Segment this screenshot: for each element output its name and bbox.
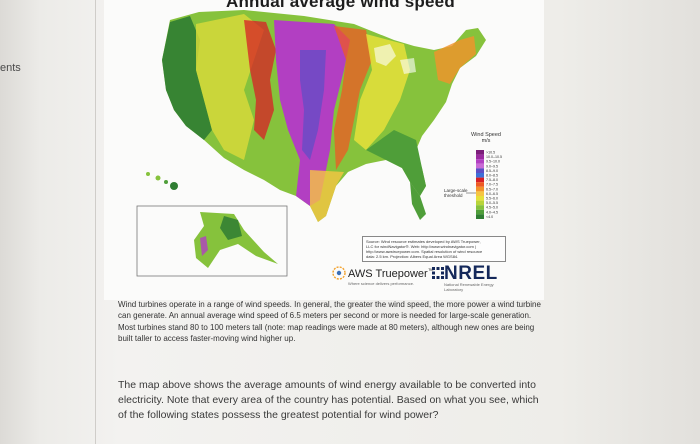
southeast-green [366,130,426,196]
legend-label: 9.5–10.0 [486,160,500,164]
west-coast-green [162,16,212,140]
legend-swatches [476,150,484,219]
contiguous-us-map [162,10,486,222]
legend-unit: m/s [481,138,491,144]
source-line: LLC for windNavigator®. Web: http://www.… [366,244,476,249]
plains-blue-core [300,50,326,160]
sidebar-divider [95,0,96,444]
map-title: Annual average wind speed [226,0,455,11]
legend-label: 7.0–7.5 [486,183,498,187]
legend-label: 4.5–5.0 [486,206,498,210]
mountain-west-yellow [196,14,264,160]
texas-gulf-yellow [310,170,344,222]
northeast-orange [434,36,476,84]
nrel-logo-text: NREL [444,263,498,284]
legend-label: 5.5–6.0 [486,197,498,201]
threshold-line2: threshold [444,193,463,198]
legend-label: 6.5–7.0 [486,187,498,191]
legend-title: Wind Speed m/s [458,132,514,144]
great-lakes [374,44,416,74]
source-line: http://www.awstruepower.com. Spatial res… [366,249,483,254]
alaska-inset-frame [136,205,288,277]
legend-label: 5.0–5.5 [486,201,498,205]
source-note: Source: Wind resource estimates develope… [362,236,506,262]
alaska-map [194,212,278,268]
hawaii-map [146,172,178,190]
legend-label: 7.5–8.0 [486,178,498,182]
nrel-tagline: National Renewable Energy Laboratory [444,282,494,292]
map-caption: Wind turbines operate in a range of wind… [118,300,541,344]
aws-tagline: Where science delivers performance. [348,281,415,286]
nrel-logo-icon [432,267,444,279]
legend-label: 6.0–6.5 [486,192,498,196]
legend-label: 8.0–8.5 [486,174,498,178]
question-text: The map above shows the average amounts … [118,379,539,421]
plains-orange-fringe [334,26,372,170]
sidebar-label[interactable]: ents [0,62,21,74]
source-line: data: 2.5 km. Projection: Albers Equal A… [366,254,459,259]
legend-title-text: Wind Speed [471,132,501,138]
wind-map: >10.5 10.0–10.5 9.5–10.0 9.0–9.5 8.5–9.0… [136,10,502,277]
legend-label: 4.0–4.5 [486,210,498,214]
rocky-ridges-red [244,20,276,140]
legend-label: 10.0–10.5 [486,155,502,159]
midwest-yellow [354,34,410,150]
legend-label: <4.0 [486,215,493,219]
legend-labels: >10.5 10.0–10.5 9.5–10.0 9.0–9.5 8.5–9.0… [486,151,502,219]
legend-label: 9.0–9.5 [486,164,498,168]
source-line: Source: Wind resource estimates develope… [366,239,481,244]
logos-row: AWS Truepower™ Where science delivers pe… [332,263,512,292]
aws-truepower-logo-text: AWS Truepower™ [348,268,434,280]
legend-threshold-label: Large-scale threshold [444,188,472,198]
legend-label: >10.5 [486,151,495,155]
florida [410,182,426,220]
legend-label: 8.5–9.0 [486,169,498,173]
threshold-line1: Large-scale [444,188,468,193]
aws-truepower-logo-icon [332,266,346,280]
